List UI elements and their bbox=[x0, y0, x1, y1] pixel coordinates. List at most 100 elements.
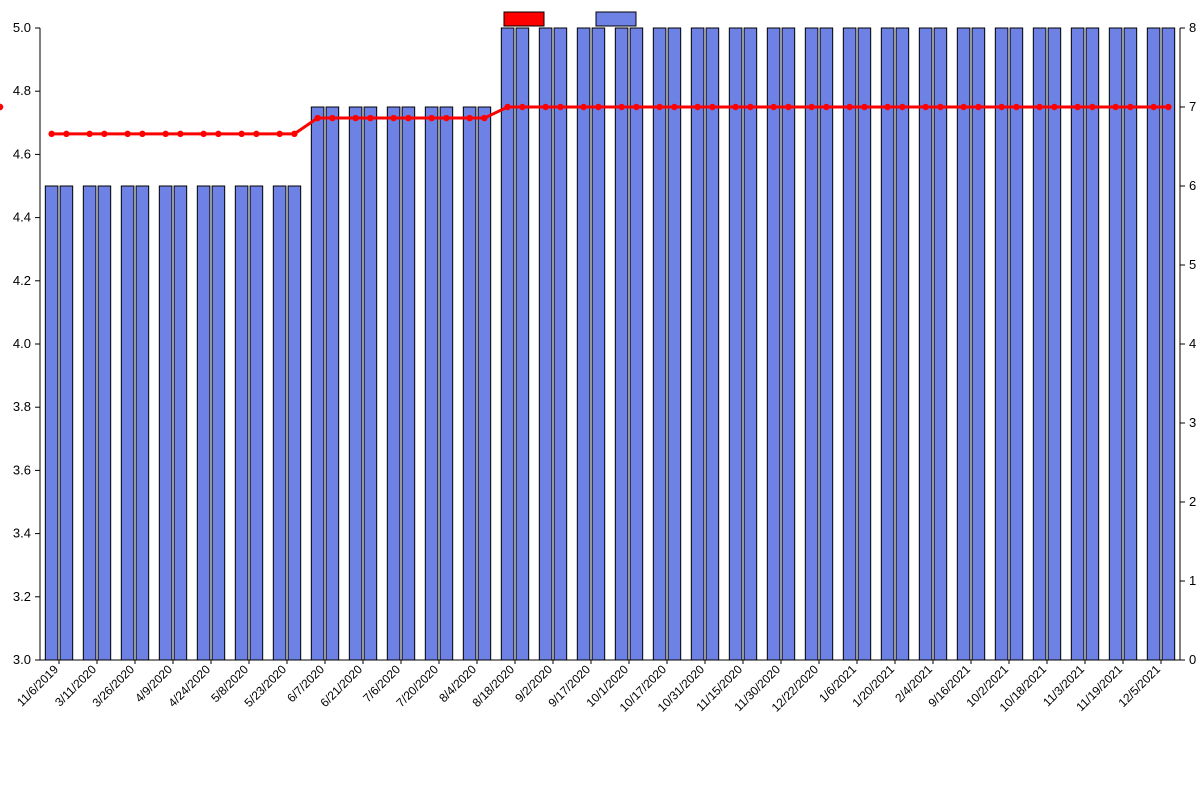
bar bbox=[843, 28, 856, 660]
bar bbox=[121, 186, 134, 660]
line-marker bbox=[1036, 104, 1042, 110]
y-left-tick-label: 3.2 bbox=[13, 589, 31, 604]
line-marker bbox=[709, 104, 715, 110]
line-marker bbox=[899, 104, 905, 110]
y-left-tick-label: 3.8 bbox=[13, 399, 31, 414]
bar bbox=[197, 186, 210, 660]
y-right-tick-label: 2 bbox=[1189, 494, 1196, 509]
line-marker bbox=[177, 131, 183, 137]
line-marker bbox=[998, 104, 1004, 110]
y-left-tick-label: 4.8 bbox=[13, 83, 31, 98]
bar bbox=[706, 28, 719, 660]
y-left-tick-label: 5.0 bbox=[13, 20, 31, 35]
bar bbox=[83, 186, 96, 660]
line-marker bbox=[63, 131, 69, 137]
bar bbox=[653, 28, 666, 660]
line-marker bbox=[481, 115, 487, 121]
y-left-tick-label: 3.0 bbox=[13, 652, 31, 667]
bar bbox=[364, 107, 377, 660]
line-marker bbox=[1013, 104, 1019, 110]
line-marker bbox=[276, 131, 282, 137]
bar bbox=[972, 28, 985, 660]
line-marker bbox=[922, 104, 928, 110]
y-right-tick-label: 4 bbox=[1189, 336, 1196, 351]
bar bbox=[1162, 28, 1175, 660]
y-right-tick-label: 7 bbox=[1189, 99, 1196, 114]
line-marker bbox=[595, 104, 601, 110]
line-marker bbox=[1112, 104, 1118, 110]
line-marker bbox=[253, 131, 259, 137]
bar bbox=[729, 28, 742, 660]
line-marker bbox=[580, 104, 586, 110]
y-right-tick-label: 8 bbox=[1189, 20, 1196, 35]
legend-swatch bbox=[596, 12, 636, 26]
bar bbox=[60, 186, 73, 660]
line-marker bbox=[671, 104, 677, 110]
line-marker bbox=[732, 104, 738, 110]
y-left-tick-label: 4.4 bbox=[13, 210, 31, 225]
bar bbox=[881, 28, 894, 660]
line-marker bbox=[846, 104, 852, 110]
bar bbox=[478, 107, 491, 660]
y-left-tick-label: 4.0 bbox=[13, 336, 31, 351]
line-marker bbox=[785, 104, 791, 110]
line-marker bbox=[314, 115, 320, 121]
bar bbox=[820, 28, 833, 660]
line-marker bbox=[367, 115, 373, 121]
bar bbox=[311, 107, 324, 660]
y-right-tick-label: 5 bbox=[1189, 257, 1196, 272]
bar bbox=[349, 107, 362, 660]
line-marker bbox=[405, 115, 411, 121]
bar bbox=[174, 186, 187, 660]
bar bbox=[273, 186, 286, 660]
bar bbox=[288, 186, 301, 660]
bar bbox=[896, 28, 909, 660]
bar bbox=[1071, 28, 1084, 660]
line-marker bbox=[1150, 104, 1156, 110]
bar bbox=[387, 107, 400, 660]
bar bbox=[744, 28, 757, 660]
line-marker bbox=[633, 104, 639, 110]
line-marker bbox=[519, 104, 525, 110]
bar bbox=[668, 28, 681, 660]
y-right-tick-label: 3 bbox=[1189, 415, 1196, 430]
bar bbox=[1010, 28, 1023, 660]
line-marker bbox=[215, 131, 221, 137]
line-marker bbox=[428, 115, 434, 121]
y-right-tick-label: 1 bbox=[1189, 573, 1196, 588]
line-marker bbox=[238, 131, 244, 137]
line-marker bbox=[291, 131, 297, 137]
line-marker bbox=[443, 115, 449, 121]
line-marker bbox=[101, 131, 107, 137]
line-marker bbox=[1165, 104, 1171, 110]
y-right-tick-label: 6 bbox=[1189, 178, 1196, 193]
chart: 3.03.23.43.63.84.04.24.44.64.85.00123456… bbox=[0, 0, 1200, 800]
bar bbox=[159, 186, 172, 660]
bar bbox=[326, 107, 339, 660]
y-left-tick-label: 3.4 bbox=[13, 526, 31, 541]
line-marker bbox=[960, 104, 966, 110]
bar bbox=[1048, 28, 1061, 660]
bar bbox=[463, 107, 476, 660]
y-right-tick-label: 0 bbox=[1189, 652, 1196, 667]
bar bbox=[782, 28, 795, 660]
bar bbox=[425, 107, 438, 660]
bar bbox=[577, 28, 590, 660]
line-marker bbox=[861, 104, 867, 110]
line-marker bbox=[1089, 104, 1095, 110]
bar bbox=[1147, 28, 1160, 660]
chart-svg: 3.03.23.43.63.84.04.24.44.64.85.00123456… bbox=[0, 0, 1200, 800]
legend-swatch bbox=[504, 12, 544, 26]
y-left-tick-label: 4.2 bbox=[13, 273, 31, 288]
bar bbox=[919, 28, 932, 660]
line-marker bbox=[656, 104, 662, 110]
bar bbox=[858, 28, 871, 660]
line-marker bbox=[770, 104, 776, 110]
y-left-tick-label: 3.6 bbox=[13, 462, 31, 477]
line-marker bbox=[1127, 104, 1133, 110]
bar bbox=[212, 186, 225, 660]
bar bbox=[98, 186, 111, 660]
line-marker bbox=[542, 104, 548, 110]
bar bbox=[402, 107, 415, 660]
bar bbox=[592, 28, 605, 660]
